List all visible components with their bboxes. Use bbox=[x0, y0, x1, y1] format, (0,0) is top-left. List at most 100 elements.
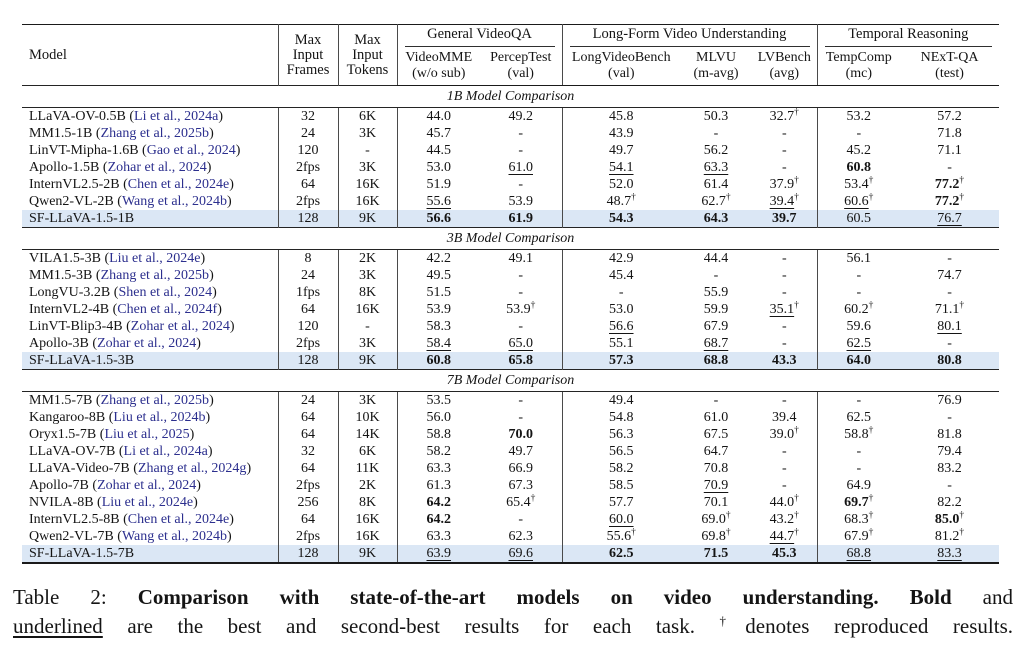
caption-line-1: Table 2: Comparison with state-of-the-ar… bbox=[13, 583, 1013, 612]
citation-link[interactable]: Zhang et al., 2025b bbox=[100, 393, 210, 408]
max-frames-cell: 2fps bbox=[277, 477, 338, 494]
score-value: - bbox=[781, 393, 787, 408]
score-cell: - bbox=[752, 477, 817, 494]
score-value: 53.9 bbox=[506, 302, 531, 317]
score-cell: - bbox=[752, 443, 817, 460]
max-frames-cell: 2fps bbox=[277, 159, 338, 176]
citation-link[interactable]: Zohar et al., 2024 bbox=[97, 336, 197, 351]
score-cell: 62.5 bbox=[561, 545, 681, 563]
citation-link[interactable]: Chen et al., 2024e bbox=[127, 177, 230, 192]
citation-link[interactable]: Zohar et al., 2024 bbox=[107, 160, 207, 175]
dagger-icon: † bbox=[631, 527, 636, 538]
score-cell: - bbox=[480, 176, 562, 193]
score-cell: 39.0† bbox=[752, 426, 817, 443]
score-value: 62.5 bbox=[846, 336, 872, 351]
score-cell: - bbox=[752, 142, 817, 159]
citation-link[interactable]: Liu et al., 2024e bbox=[109, 251, 201, 266]
score-cell: 39.4 bbox=[752, 409, 817, 426]
score-value: 69.7 bbox=[844, 495, 869, 510]
max-frames-cell: 256 bbox=[277, 494, 338, 511]
citation-link[interactable]: Zhang et al., 2024g bbox=[137, 461, 247, 476]
score-cell: 53.5 bbox=[396, 391, 480, 409]
citation-link[interactable]: Zohar et al., 2024 bbox=[97, 478, 197, 493]
score-value: - bbox=[518, 393, 524, 408]
score-value: 35.1 bbox=[769, 302, 795, 317]
model-row-longvu-3-2b: LongVU-3.2B (Shen et al., 2024) 1fps 8K 51.… bbox=[22, 284, 999, 301]
model-cell: MM1.5-1B (Zhang et al., 2025b) bbox=[29, 126, 214, 141]
score-value: 67.3 bbox=[508, 478, 534, 493]
citation-link[interactable]: Liu et al., 2024e bbox=[101, 495, 194, 510]
score-cell: 65.0 bbox=[480, 335, 562, 352]
score-value: - bbox=[781, 143, 787, 158]
model-name: Qwen2-VL-2B bbox=[29, 194, 114, 209]
citation-link[interactable]: Zohar et al., 2024 bbox=[130, 319, 230, 334]
score-value: 42.9 bbox=[609, 251, 634, 266]
citation-link[interactable]: Zhang et al., 2025b bbox=[100, 268, 210, 283]
score-cell: 71.1 bbox=[900, 142, 999, 159]
model-row-qwen2-vl-7b: Qwen2-VL-7B (Wang et al., 2024b) 2fps 16K 6… bbox=[22, 528, 999, 545]
score-value: 44.7 bbox=[769, 529, 795, 544]
model-name: SF-LLaVA-1.5-3B bbox=[29, 353, 135, 368]
score-cell: - bbox=[680, 392, 752, 410]
score-cell: 37.9† bbox=[752, 176, 817, 193]
score-cell: 68.7 bbox=[680, 335, 752, 352]
citation-link[interactable]: Zhang et al., 2025b bbox=[100, 126, 210, 141]
model-cell: SF-LLaVA-1.5-1B bbox=[22, 210, 278, 228]
citation-link[interactable]: Li et al., 2024a bbox=[134, 109, 219, 124]
score-cell: 42.9 bbox=[561, 249, 681, 267]
model-cell: LongVU-3.2B (Shen et al., 2024) bbox=[29, 285, 217, 300]
section-label: 1B Model Comparison bbox=[22, 85, 1000, 108]
citation-link[interactable]: Liu et al., 2025 bbox=[104, 427, 190, 442]
model-cell: NVILA-8B (Liu et al., 2024e) bbox=[29, 495, 198, 510]
model-name: LLaVA-Video-7B bbox=[29, 461, 130, 476]
citation-link[interactable]: Chen et al., 2024e bbox=[127, 512, 230, 527]
citation-link[interactable]: Liu et al., 2024b bbox=[113, 410, 206, 425]
score-value: 62.3 bbox=[508, 529, 534, 544]
score-value: 61.0 bbox=[703, 410, 729, 425]
score-value: 49.7 bbox=[609, 143, 634, 158]
model-cell: InternVL2-4B (Chen et al., 2024f) bbox=[29, 302, 222, 317]
citation-link[interactable]: Gao et al., 2024 bbox=[146, 143, 236, 158]
model-cell: InternVL2.5-8B (Chen et al., 2024e) bbox=[29, 512, 234, 527]
model-row-linvt-mipha-1-6b: LinVT-Mipha-1.6B (Gao et al., 2024) 120-4… bbox=[22, 142, 999, 159]
score-cell: - bbox=[561, 284, 681, 301]
dagger-icon: † bbox=[794, 527, 799, 538]
score-value: 85.0 bbox=[934, 512, 960, 527]
score-value: 39.0 bbox=[769, 427, 795, 442]
citation-link[interactable]: Li et al., 2024a bbox=[123, 444, 208, 459]
citation-link[interactable]: Shen et al., 2024 bbox=[118, 285, 213, 300]
score-value: 53.5 bbox=[426, 393, 452, 408]
score-value: 71.1 bbox=[934, 302, 960, 317]
score-value: - bbox=[518, 143, 524, 158]
score-cell: - bbox=[900, 335, 999, 352]
citation-link[interactable]: Chen et al., 2024f bbox=[117, 302, 218, 317]
score-value: 54.3 bbox=[609, 211, 634, 226]
score-cell: 45.7 bbox=[396, 125, 480, 142]
score-cell: - bbox=[816, 267, 901, 284]
score-value: 83.2 bbox=[937, 461, 962, 476]
score-value: 54.1 bbox=[609, 160, 634, 175]
score-cell: - bbox=[752, 392, 817, 410]
score-value: 55.1 bbox=[609, 336, 634, 351]
model-name: Kangaroo-8B bbox=[29, 410, 106, 425]
max-frames-cell: 64 bbox=[277, 301, 338, 318]
score-value: 43.9 bbox=[609, 126, 634, 141]
table-body: 1B Model Comparison LLaVA-OV-0.5B (Li et … bbox=[22, 85, 1000, 563]
group-header-label: Long-Form Video Understanding bbox=[569, 25, 810, 47]
score-value: 64.2 bbox=[426, 512, 452, 527]
citation-link[interactable]: Wang et al., 2024b bbox=[121, 194, 227, 209]
max-tokens-cell: 3K bbox=[337, 267, 397, 284]
citation-link[interactable]: Wang et al., 2024b bbox=[121, 529, 227, 544]
score-cell: 53.2 bbox=[816, 107, 901, 125]
max-tokens-cell: 6K bbox=[337, 443, 397, 460]
score-cell: 49.7 bbox=[480, 443, 562, 460]
score-value: 62.7 bbox=[701, 194, 726, 209]
score-value: 76.9 bbox=[937, 393, 962, 408]
score-cell: 80.8 bbox=[900, 352, 1000, 370]
score-cell: 58.2 bbox=[561, 460, 681, 477]
score-cell: 45.3 bbox=[752, 545, 818, 563]
score-value: 32.7 bbox=[769, 109, 795, 124]
score-cell: 69.0† bbox=[680, 511, 752, 528]
score-cell: 62.7† bbox=[680, 193, 752, 210]
score-value: 61.9 bbox=[508, 211, 534, 226]
